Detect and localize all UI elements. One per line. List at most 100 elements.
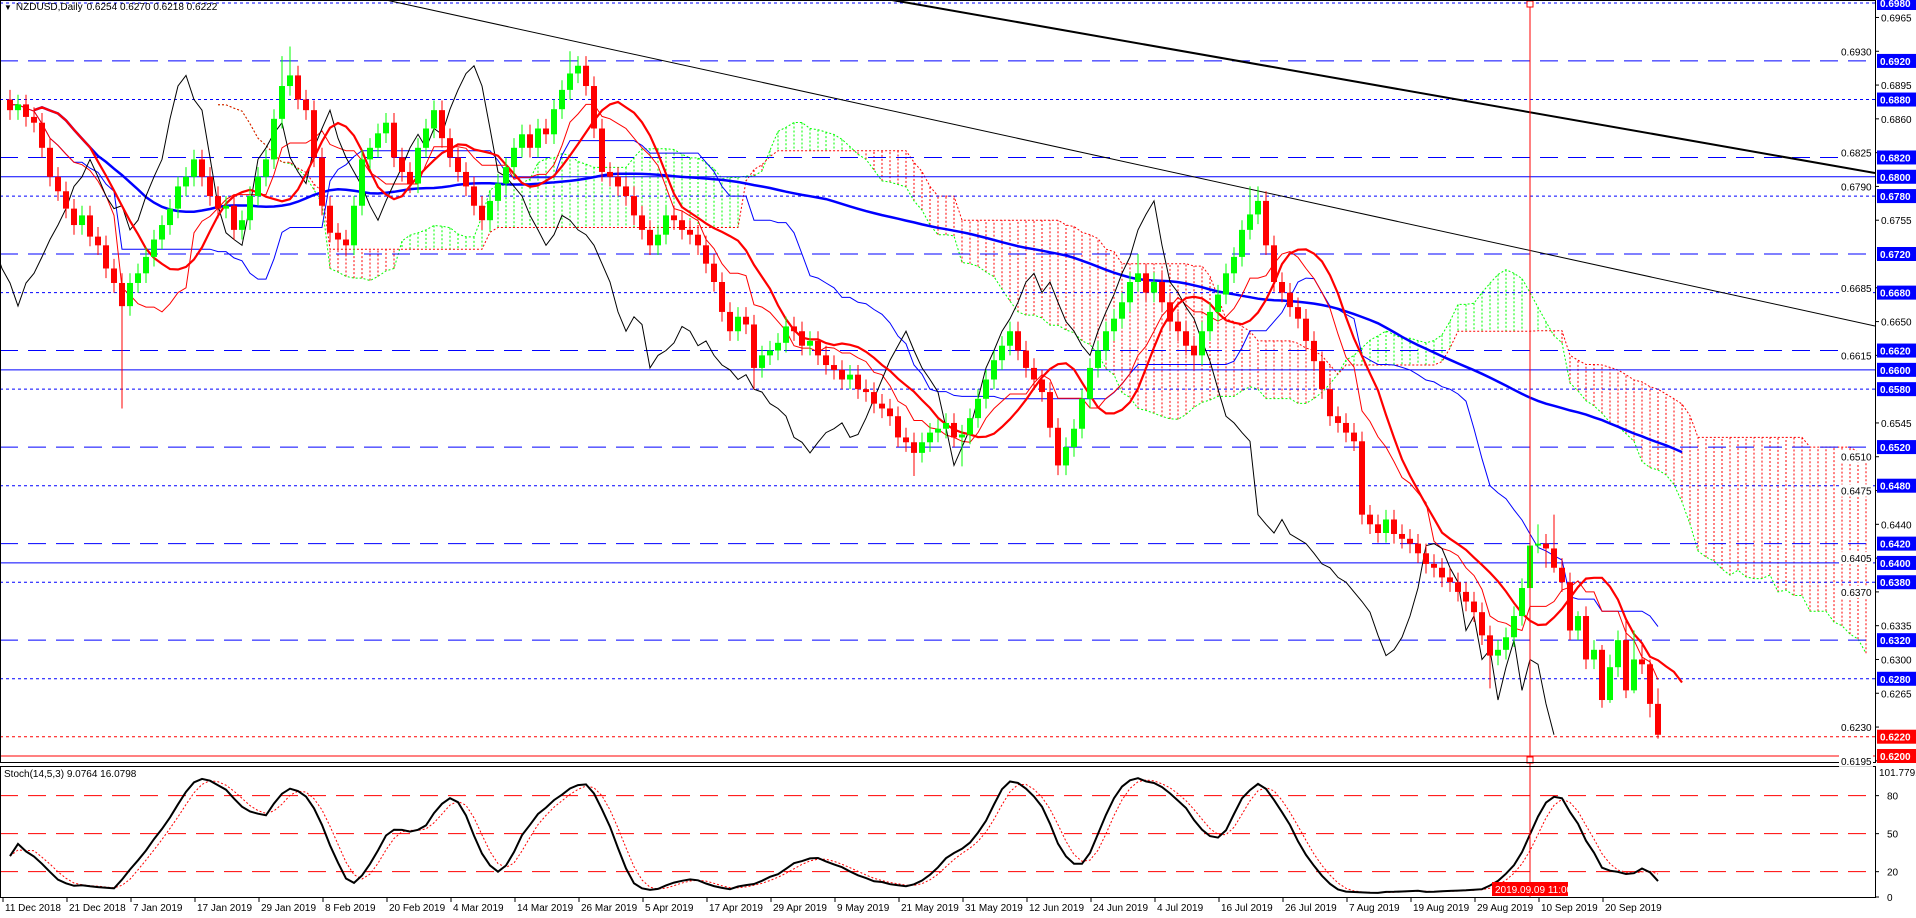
candle-body [1143, 273, 1149, 293]
candle [1375, 514, 1381, 543]
candle-body [1231, 256, 1237, 274]
candle [1111, 309, 1117, 341]
candle [1295, 297, 1301, 329]
price-level-label: 0.6480 [1880, 482, 1911, 493]
candle [1423, 543, 1429, 574]
candle-body [1607, 667, 1613, 701]
price-level-label: 0.6280 [1880, 675, 1911, 686]
price-tick-label: 0.6230 [1841, 723, 1872, 734]
candle [783, 316, 789, 353]
candle [855, 365, 861, 399]
candle-body [823, 355, 829, 366]
candle [1191, 336, 1197, 370]
candle-body [391, 122, 397, 158]
candle-body [1263, 200, 1269, 246]
candle [559, 80, 565, 119]
candle-body [1631, 659, 1637, 691]
candle-body [127, 282, 133, 307]
candle [39, 113, 45, 158]
candle-body [511, 147, 517, 168]
candle [335, 223, 341, 250]
candle-body [831, 365, 837, 370]
candle [1471, 591, 1477, 622]
candle-body [103, 245, 109, 269]
candle-body [1463, 591, 1469, 602]
candle-body [1327, 389, 1333, 417]
stoch-main-line [9, 777, 1659, 894]
candle-body [1239, 229, 1245, 257]
candle [1071, 419, 1077, 457]
candle-body [1183, 331, 1189, 346]
candle-body [1287, 292, 1293, 308]
candle [1167, 292, 1173, 332]
price-tick-label: 0.6475 [1841, 487, 1872, 498]
candle [935, 419, 941, 443]
candle [647, 220, 653, 255]
price-level-box [1877, 189, 1916, 204]
stoch-axis-label: 80 [1887, 792, 1899, 803]
price-tick-label: 0.6615 [1841, 351, 1872, 362]
candle [127, 273, 133, 316]
time-axis-label: 5 Apr 2019 [645, 903, 694, 914]
candle-body [111, 268, 117, 283]
price-level-label: 0.6920 [1880, 57, 1911, 68]
candle-body [1319, 361, 1325, 390]
candle-body [1543, 543, 1549, 549]
candle-body [1055, 427, 1061, 466]
chart-header: ▼ NZDUSD,Daily 0.6254 0.6270 0.6218 0.62… [4, 2, 217, 13]
candle [695, 225, 701, 255]
price-level-label: 0.6380 [1880, 578, 1911, 589]
candle [871, 382, 877, 414]
main-pane-border [0, 0, 1876, 763]
candle [631, 186, 637, 226]
price-level-box [1877, 362, 1916, 377]
candle-body [1047, 392, 1053, 428]
candle [703, 235, 709, 274]
candle-body [47, 147, 53, 177]
candle-body [1223, 273, 1229, 295]
time-axis-label: 14 Mar 2019 [517, 903, 574, 914]
candle [135, 263, 141, 293]
candle-body [679, 220, 685, 230]
candle [143, 247, 149, 283]
candle [543, 118, 549, 144]
crosshair-handle-top [1526, 0, 1534, 8]
candle [1327, 379, 1333, 426]
candle-body [319, 157, 325, 206]
time-axis-label: 24 Jun 2019 [1093, 903, 1148, 914]
candle [87, 205, 93, 247]
candle [719, 272, 725, 322]
candle-body [527, 134, 533, 148]
candle-body [431, 110, 437, 129]
candle-body [623, 186, 629, 197]
candle-body [1279, 282, 1285, 293]
candle [847, 365, 853, 390]
candle-body [1439, 567, 1445, 578]
candle [591, 76, 597, 139]
price-tick-label: 0.6545 [1881, 419, 1912, 430]
candle [1103, 321, 1109, 361]
candle-body [983, 379, 989, 399]
candle-body [863, 389, 869, 393]
candle [775, 333, 781, 361]
candle [79, 205, 85, 235]
triangle-down-icon[interactable]: ▼ [4, 3, 12, 12]
candle [623, 176, 629, 206]
candle-body [1119, 302, 1125, 319]
candle-body [447, 138, 453, 158]
candle-body [1071, 428, 1077, 448]
time-axis-label: 8 Feb 2019 [325, 903, 376, 914]
candle [991, 350, 997, 390]
symbol-label: NZDUSD,Daily [15, 2, 83, 13]
price-level-box [1877, 749, 1916, 764]
candle-body [119, 282, 125, 307]
price-tick-label: 0.6895 [1881, 81, 1912, 92]
crosshair-time-box [1492, 882, 1568, 896]
candle-body [495, 183, 501, 201]
candle [1159, 272, 1165, 312]
candle [1175, 311, 1181, 341]
candle-body [415, 147, 421, 184]
candle-body [1615, 640, 1621, 668]
